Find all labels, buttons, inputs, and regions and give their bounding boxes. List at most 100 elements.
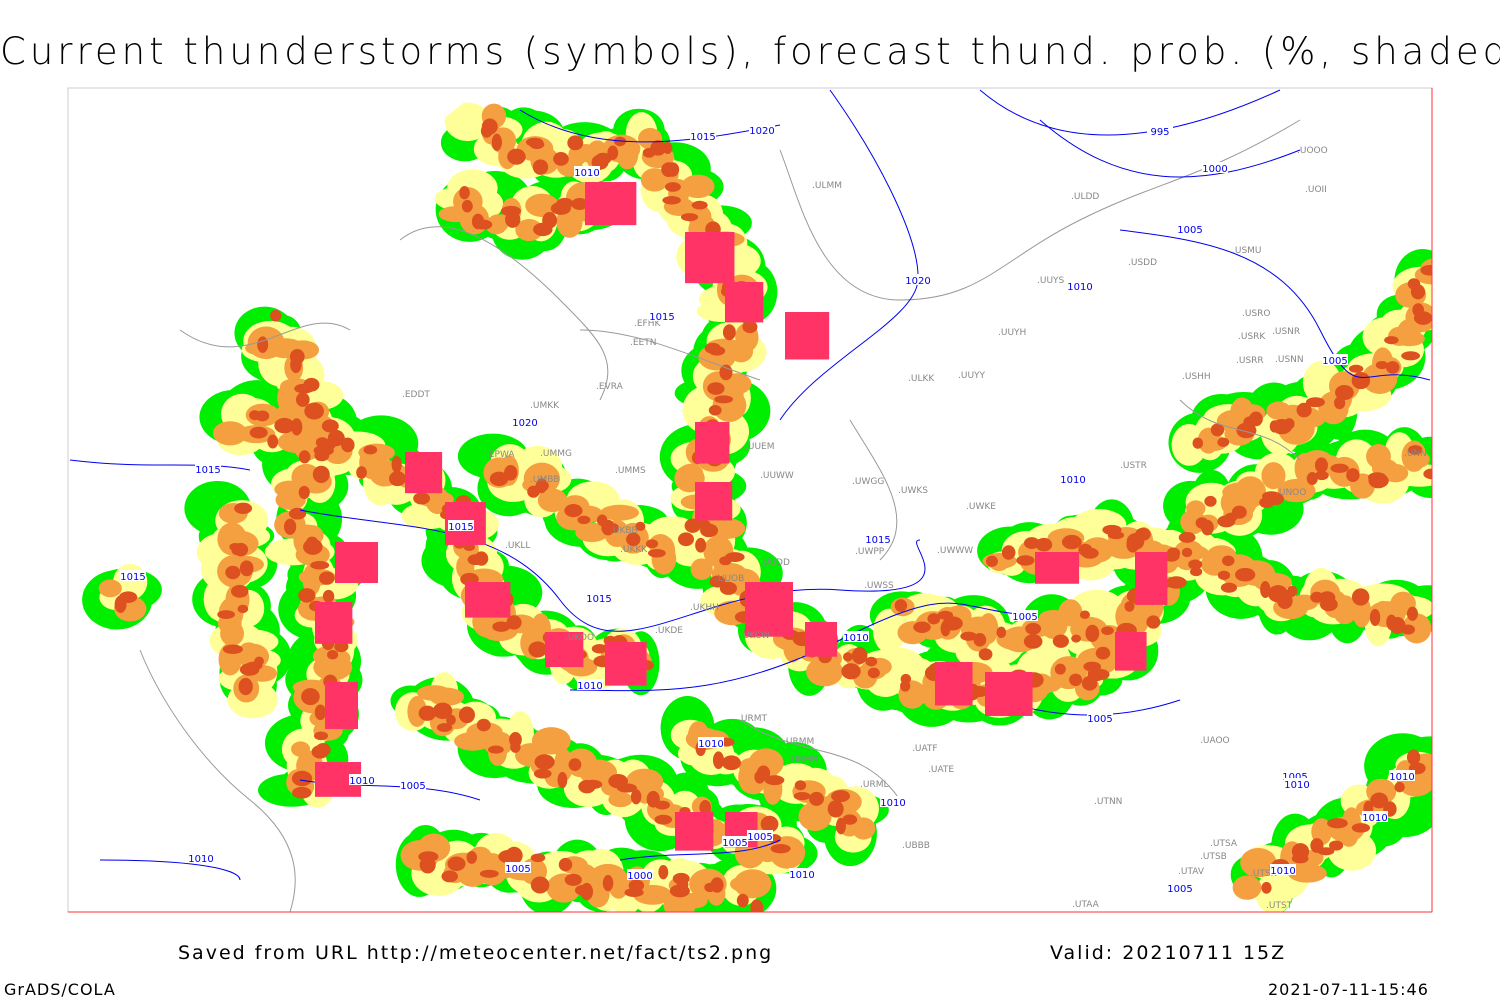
- probability-patch: [432, 702, 453, 720]
- probability-patch: [851, 817, 876, 840]
- probability-patch: [1071, 634, 1082, 643]
- probability-patch: [277, 431, 317, 454]
- probability-patch: [525, 193, 559, 218]
- station-label: .USHH: [1182, 372, 1211, 382]
- coastline: [399, 226, 609, 401]
- probability-patch: [831, 790, 850, 803]
- isobar-label-bg: [1167, 882, 1193, 893]
- probability-patch: [1095, 646, 1111, 660]
- probability-patch: [481, 118, 498, 135]
- probability-patch: [1327, 818, 1348, 829]
- station-label: .UKHH: [690, 603, 719, 613]
- station-label: .UOII: [1305, 185, 1327, 195]
- probability-patch: [114, 595, 127, 613]
- probability-patch: [1314, 457, 1328, 474]
- station-label: .UATE: [928, 765, 954, 775]
- station-label: .URMT: [738, 714, 767, 724]
- probability-patch: [793, 791, 811, 801]
- station-label: .UWWW: [937, 546, 973, 556]
- station-label: .EVRA: [596, 382, 624, 392]
- isobar-label-bg: [722, 836, 748, 847]
- probability-patch: [719, 364, 733, 381]
- thunderstorm-symbol: [335, 542, 379, 584]
- probability-patch: [1052, 634, 1069, 648]
- isobar-label: 1015: [690, 132, 715, 143]
- probability-patch: [1260, 581, 1271, 599]
- probability-patch: [304, 402, 324, 420]
- probability-patch: [1232, 875, 1262, 900]
- station-label: .UKOO: [565, 633, 594, 643]
- probability-patch: [217, 610, 235, 619]
- probability-patch: [985, 555, 998, 567]
- probability-patch: [601, 519, 615, 536]
- probability-patch: [764, 775, 785, 786]
- probability-patch: [1420, 264, 1432, 276]
- coastline: [1179, 399, 1301, 461]
- probability-patch: [491, 133, 502, 151]
- isobar-label-bg: [120, 570, 146, 581]
- isobar-label-bg: [1012, 610, 1038, 621]
- probability-patch: [1412, 303, 1425, 317]
- probability-patch: [550, 202, 571, 215]
- probability-patch: [630, 789, 642, 805]
- probability-patch: [1181, 547, 1193, 558]
- probability-patch: [1166, 576, 1187, 589]
- probability-patch: [628, 879, 645, 892]
- probability-patch: [1240, 848, 1277, 878]
- probability-patch: [249, 426, 268, 439]
- probability-patch: [1291, 853, 1309, 864]
- station-label: .USTR: [1120, 461, 1147, 471]
- station-label: .UUYS: [1037, 276, 1065, 286]
- probability-patch: [835, 817, 846, 835]
- probability-patch: [1188, 559, 1203, 570]
- probability-patch: [719, 556, 732, 566]
- probability-patch: [1220, 582, 1238, 593]
- isobar-label-bg: [698, 737, 724, 748]
- probability-patch: [288, 507, 307, 520]
- station-labels: .EFHK .EETN .EVRA .EDDT .UMKK .EPWA .UMMG .UMMS…: [402, 146, 1433, 911]
- probability-patch: [1249, 411, 1263, 427]
- probability-patch: [607, 145, 619, 160]
- probability-patch: [646, 790, 660, 808]
- isobar-label-bg: [349, 774, 375, 785]
- isobar: [1119, 229, 1431, 381]
- probability-patch: [1382, 463, 1409, 483]
- isobar-label-bg: [865, 533, 891, 544]
- probability-patch: [1190, 567, 1203, 577]
- probability-patch: [1107, 531, 1125, 540]
- probability-patch: [699, 800, 712, 816]
- probability-patch: [506, 615, 522, 630]
- probability-patch: [327, 650, 339, 660]
- isobar-label: 1005: [747, 832, 772, 843]
- probability-patch: [1406, 749, 1421, 766]
- probability-patch: [274, 417, 295, 434]
- isobar: [69, 459, 251, 471]
- probability-patch: [314, 704, 327, 721]
- probability-patch: [1126, 533, 1145, 550]
- thunderstorm-symbol: [745, 582, 793, 637]
- station-label: .UATF: [912, 744, 938, 754]
- probability-patch: [238, 677, 253, 696]
- probability-patch: [1319, 597, 1338, 612]
- probability-patch: [446, 714, 456, 726]
- probability-patch: [1286, 585, 1298, 597]
- isobar-label: 1005: [722, 838, 747, 849]
- probability-patch: [691, 200, 708, 210]
- probability-patch: [1384, 336, 1399, 345]
- isobar-label: 1005: [1012, 612, 1037, 623]
- probability-patch: [292, 786, 312, 799]
- station-label: .UWGG: [852, 477, 884, 487]
- probability-patch: [770, 844, 791, 854]
- station-label: .EFHK: [634, 319, 661, 329]
- source-url-text: Saved from URL http://meteocenter.net/fa…: [178, 942, 774, 964]
- probability-patch: [714, 395, 734, 404]
- isobar-label-bg: [789, 868, 815, 879]
- isobar: [1039, 119, 1301, 178]
- isobar-label: 1010: [1067, 282, 1092, 293]
- isobar-label-bg: [1087, 712, 1113, 723]
- probability-patch: [230, 584, 249, 598]
- probability-patch: [633, 884, 672, 905]
- probability-patch: [798, 801, 832, 832]
- probability-patch: [760, 815, 779, 833]
